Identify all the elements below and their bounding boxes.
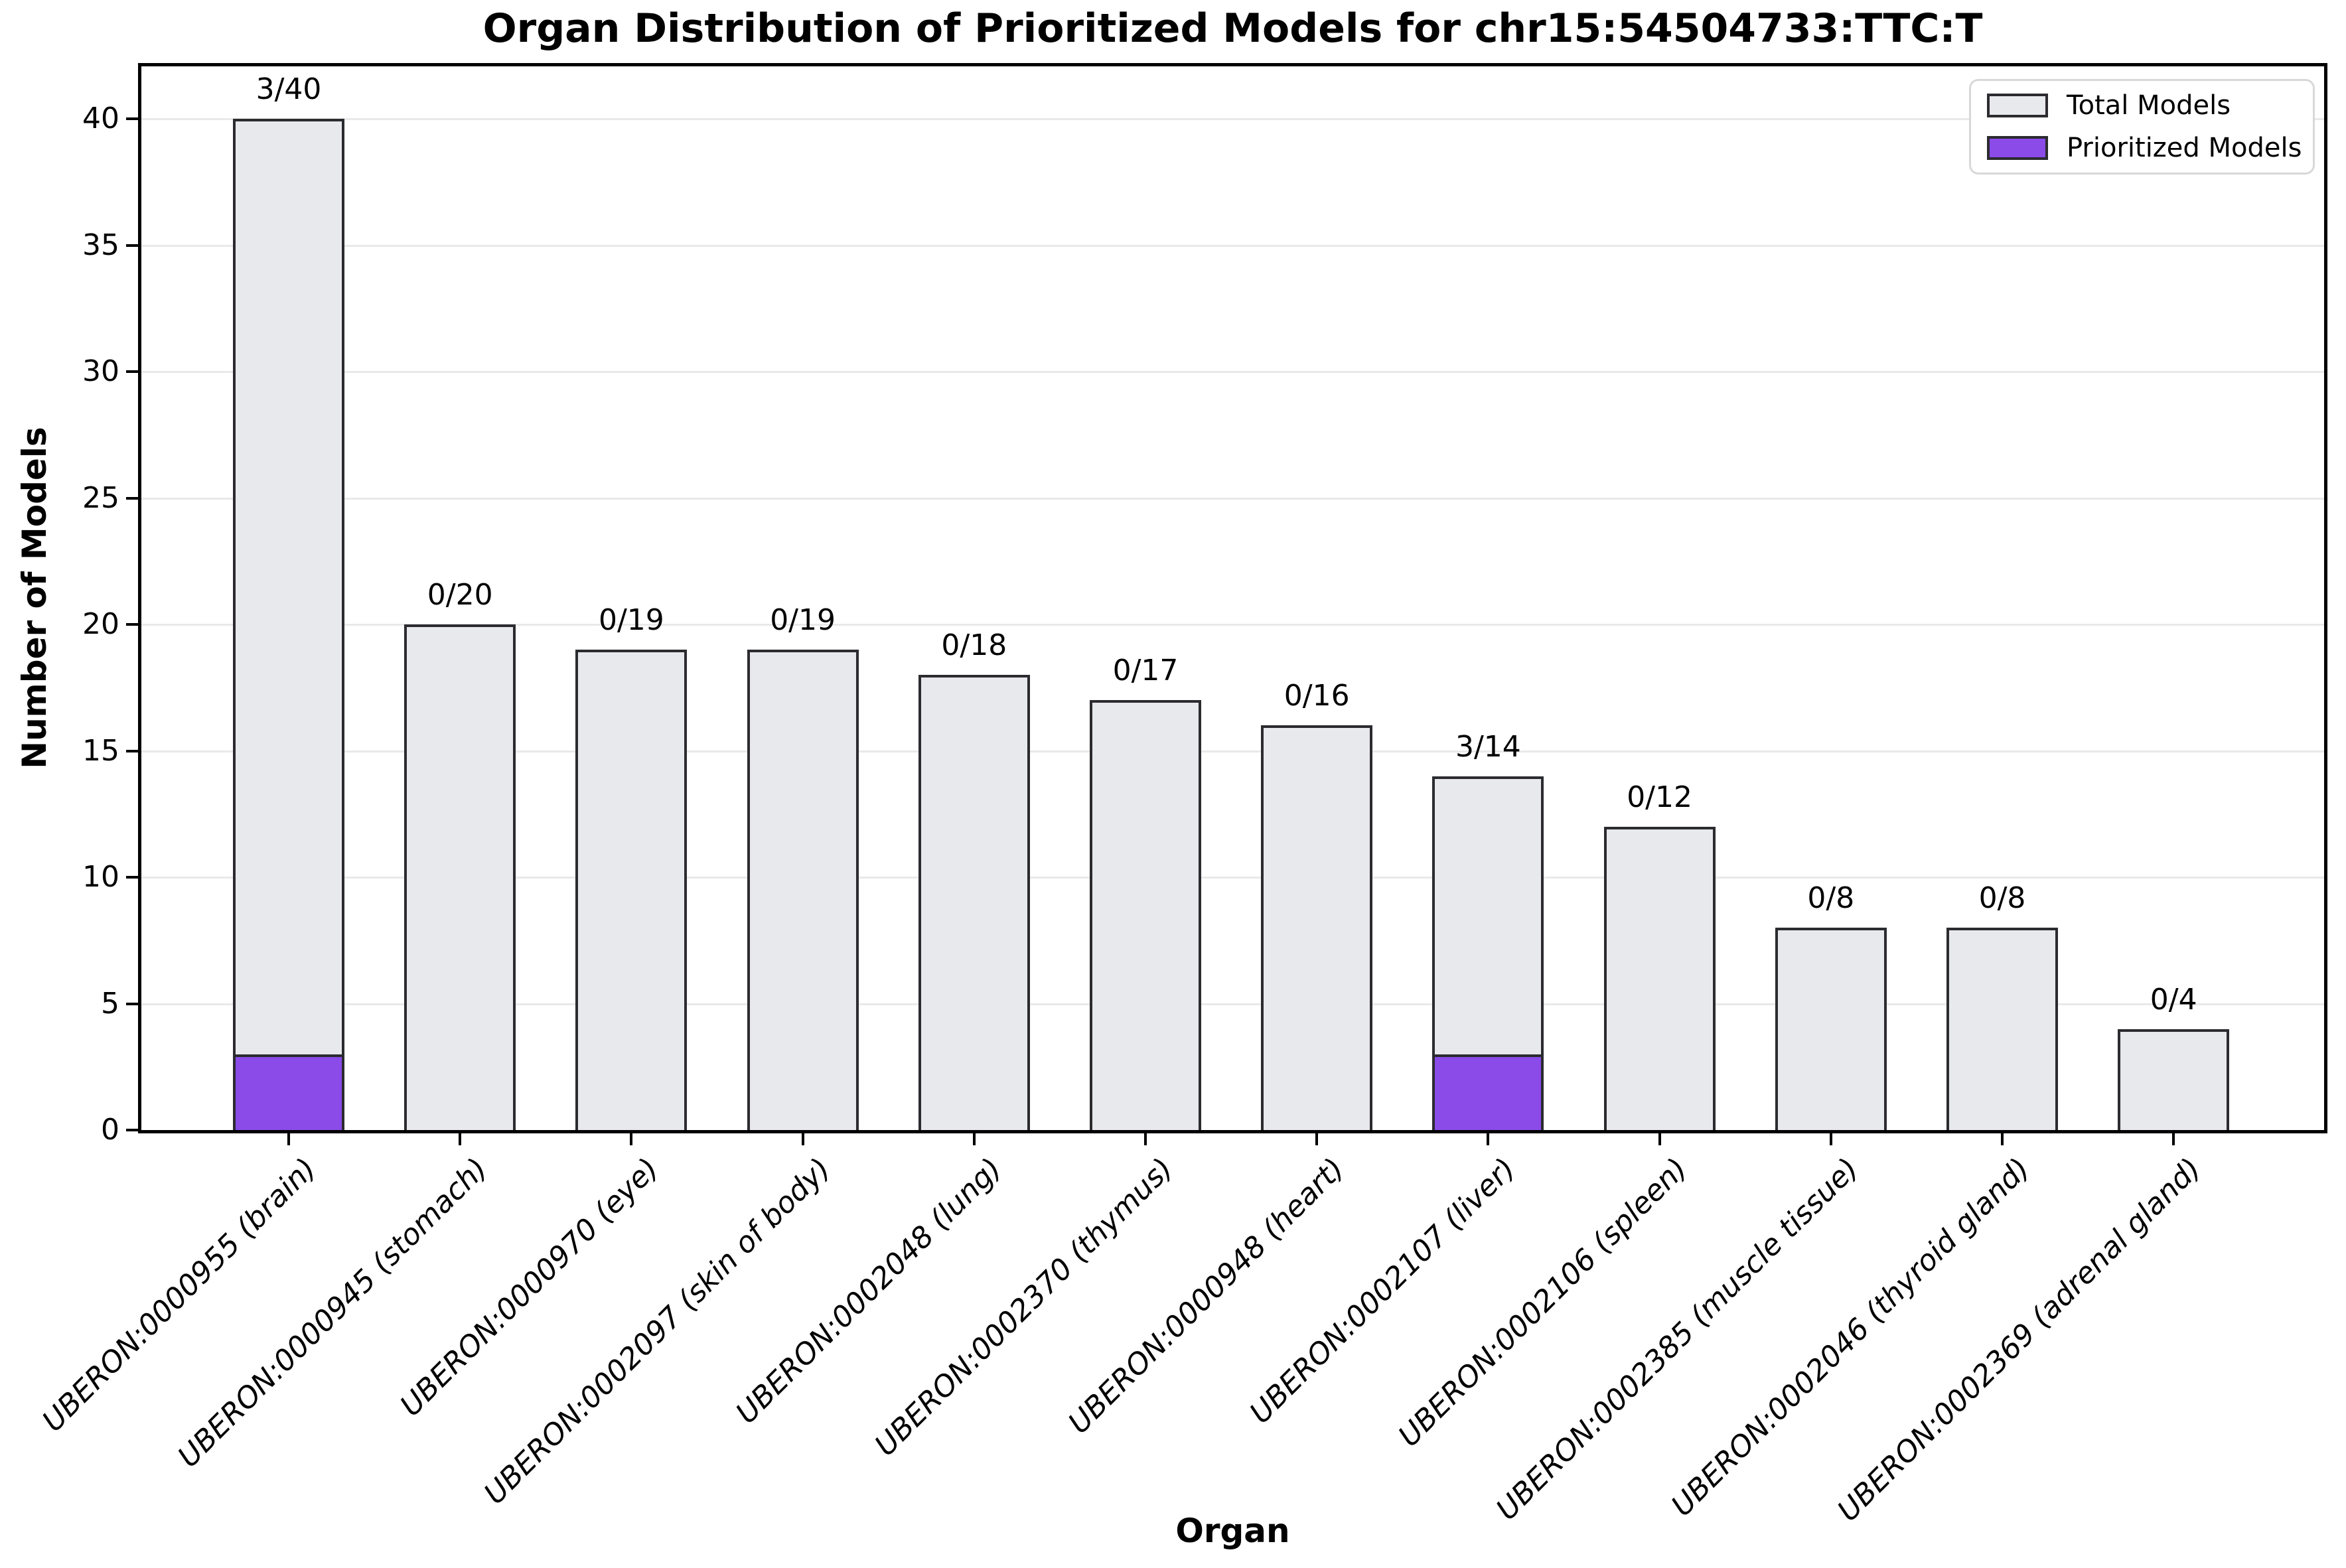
bar-value-label-3: 0/19 [770,603,836,638]
y-tick-mark-0 [126,1129,138,1131]
y-tick-mark-10 [126,876,138,879]
bar-value-label-6: 0/16 [1283,679,1350,713]
bar-value-label-2: 0/19 [598,603,664,638]
y-tick-label-10: 10 [82,860,119,894]
x-tick-mark-7 [1487,1133,1490,1145]
y-tick-mark-35 [126,244,138,247]
x-tick-mark-2 [630,1133,633,1145]
gridline-y-40 [138,118,2327,120]
gridline-y-10 [138,877,2327,879]
gridline-y-5 [138,1003,2327,1005]
legend-swatch-total [1987,94,2048,117]
bar-total-9 [1775,928,1887,1133]
x-tick-mark-5 [1144,1133,1147,1145]
x-axis-label: Organ [1175,1512,1290,1550]
bar-value-label-11: 0/4 [2150,982,2197,1017]
y-tick-label-20: 20 [82,607,119,641]
bar-value-label-9: 0/8 [1807,881,1855,916]
bar-value-label-10: 0/8 [1978,881,2026,916]
gridline-y-25 [138,497,2327,500]
x-tick-mark-1 [459,1133,462,1145]
bar-value-label-5: 0/17 [1112,654,1179,688]
gridline-y-15 [138,750,2327,752]
x-tick-mark-11 [2172,1133,2175,1145]
axes-border [138,63,2327,1133]
y-tick-mark-15 [126,749,138,752]
bar-total-5 [1090,700,1201,1133]
bar-value-label-1: 0/20 [427,578,493,612]
y-tick-label-15: 15 [82,733,119,768]
gridline-y-30 [138,371,2327,373]
y-tick-label-35: 35 [82,228,119,262]
y-tick-mark-25 [126,496,138,500]
x-tick-mark-8 [1658,1133,1661,1145]
bar-total-10 [1946,928,2058,1133]
legend-label-prioritized: Prioritized Models [2067,133,2302,163]
bar-value-label-0: 3/40 [256,72,322,106]
bar-total-3 [747,650,859,1133]
legend-entry-prioritized: Prioritized Models [1987,130,2302,166]
legend: Total Models Prioritized Models [1969,79,2315,175]
bar-total-4 [918,675,1030,1133]
y-tick-mark-40 [126,117,138,120]
y-tick-label-5: 5 [101,986,119,1021]
bar-value-label-7: 3/14 [1455,729,1521,764]
y-tick-mark-5 [126,1002,138,1005]
gridline-y-20 [138,624,2327,626]
x-tick-mark-4 [972,1133,976,1145]
bar-total-1 [404,624,516,1133]
x-tick-mark-9 [1829,1133,1832,1145]
legend-label-total: Total Models [2067,90,2231,121]
x-tick-mark-10 [2001,1133,2004,1145]
y-tick-mark-30 [126,370,138,373]
y-tick-label-0: 0 [101,1113,119,1147]
x-tick-mark-6 [1315,1133,1319,1145]
bar-prioritized-7 [1432,1054,1544,1133]
bar-total-6 [1261,725,1373,1133]
chart-title: Organ Distribution of Prioritized Models… [482,5,1983,52]
legend-swatch-prioritized [1987,136,2048,160]
bar-total-8 [1603,826,1716,1133]
y-tick-label-40: 40 [82,102,119,135]
x-tick-mark-3 [801,1133,804,1145]
x-tick-mark-0 [287,1133,290,1145]
legend-entry-total: Total Models [1987,88,2297,123]
y-tick-mark-20 [126,623,138,626]
y-tick-label-30: 30 [82,354,119,388]
bar-total-11 [2118,1029,2230,1133]
gridline-y-35 [138,244,2327,247]
bar-value-label-4: 0/18 [941,628,1007,663]
bar-total-0 [233,119,344,1133]
bar-total-2 [575,650,688,1133]
bar-value-label-8: 0/12 [1627,780,1692,814]
y-tick-label-25: 25 [82,480,119,515]
